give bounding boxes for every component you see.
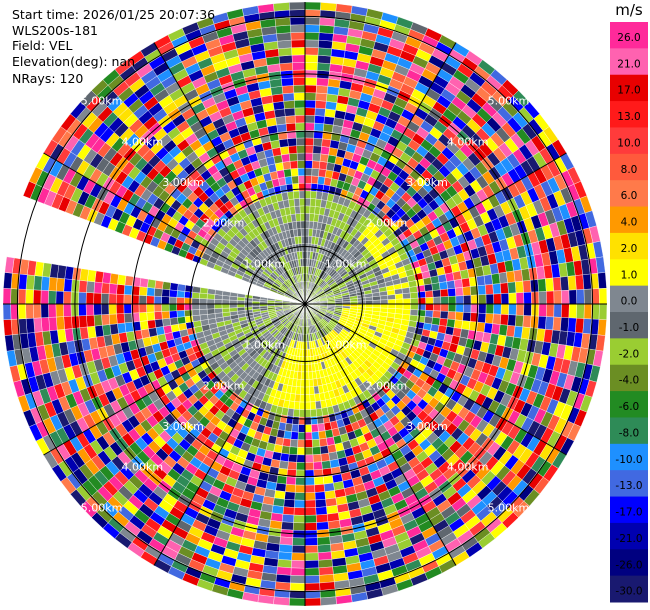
colorbar-tick-label: -21.0 [615,533,642,545]
colorbar-tick-label: -4.0 [619,375,640,387]
colorbar-tick-label: 8.0 [621,164,638,176]
colorbar-tick-label: 1.0 [621,269,638,281]
colorbar-tick-label: -6.0 [619,401,640,413]
colorbar-tick-label: 13.0 [617,111,640,123]
colorbar-tick-label: 4.0 [621,217,638,229]
colorbar-tick-label: -8.0 [619,427,640,439]
colorbar-tick-label: 10.0 [617,137,640,149]
colorbar-tick-label: 6.0 [621,190,638,202]
colorbar-tick-label: -10.0 [615,454,642,466]
colorbar-tick-label: -26.0 [615,559,642,571]
colorbar-tick-label: -17.0 [615,507,642,519]
colorbar-tick-label: 17.0 [617,85,640,97]
colorbar-title: m/s [615,1,643,19]
colorbar-tick-label: 26.0 [617,32,640,44]
colorbar-tick-label: -13.0 [615,480,642,492]
colorbar-tick-label: 2.0 [621,243,638,255]
colorbar-tick-label: -1.0 [619,322,640,334]
colorbar-tick-label: -30.0 [615,586,642,598]
colorbar-tick-label: 0.0 [621,296,638,308]
colorbar-tick-label: 21.0 [617,58,640,70]
colorbar-tick-label: -2.0 [619,348,640,360]
